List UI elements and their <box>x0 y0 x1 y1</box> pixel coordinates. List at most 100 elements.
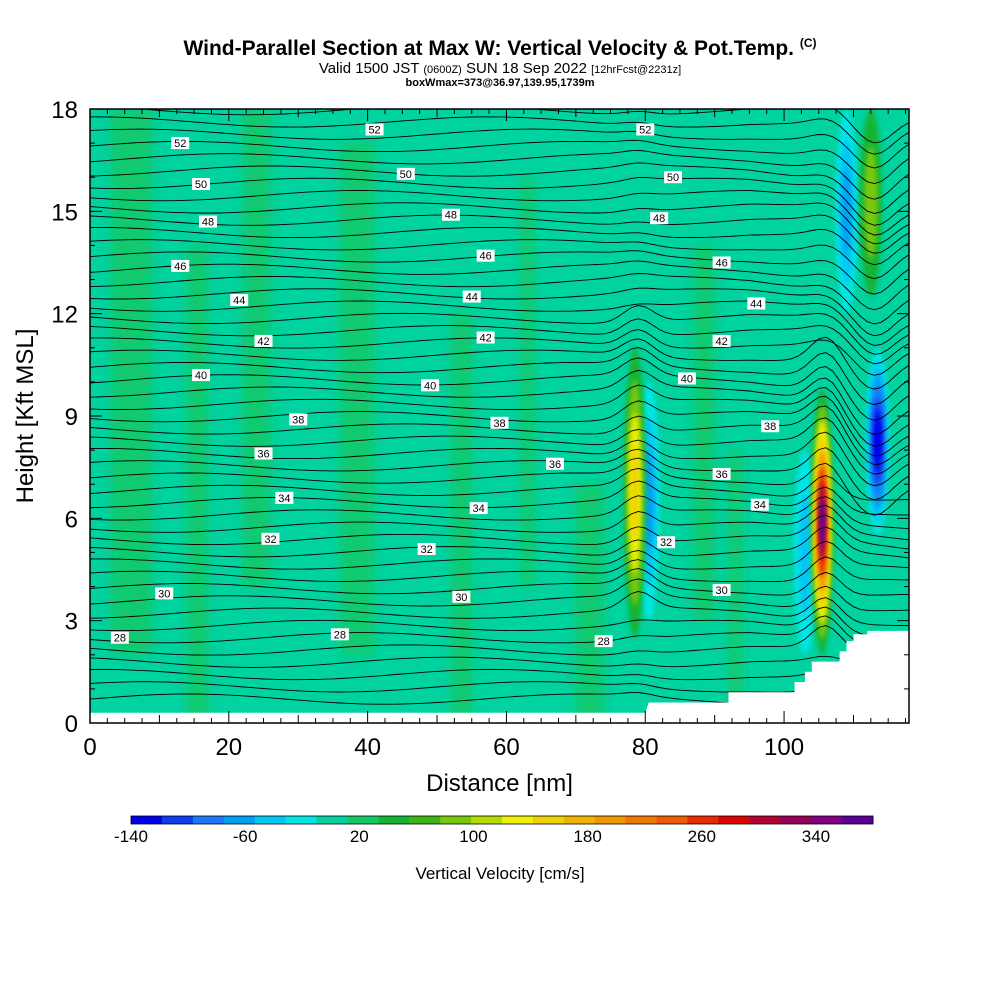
contour-label-bg <box>441 208 460 221</box>
contour-label: 28 <box>110 631 129 645</box>
colorbar-tick-label: -60 <box>232 827 258 846</box>
contour-label: 48 <box>650 212 669 225</box>
colorbar-tick-label: -140 <box>113 827 149 846</box>
contour-label: 30 <box>712 583 731 597</box>
field-background <box>90 109 909 723</box>
contour-label: 36 <box>254 447 273 461</box>
contour-label-bg <box>417 543 436 556</box>
field-weak-updraft <box>520 177 535 587</box>
colorbar-swatch <box>780 816 812 824</box>
contour-label-text: 32 <box>420 544 432 556</box>
contour-label: 52 <box>171 137 190 150</box>
x-tick-label: 80 <box>632 734 659 761</box>
contour-label-text: 36 <box>549 459 561 471</box>
theta-contour-line <box>90 239 909 280</box>
colorbar <box>130 815 874 825</box>
contour-label-text: 36 <box>715 469 727 481</box>
subtitle-forecast: [12hrFcst@2231z] <box>591 64 682 76</box>
colorbar-swatch <box>161 816 194 824</box>
contour-label-bg <box>657 536 676 549</box>
contour-label-text: 30 <box>158 588 170 600</box>
contour-label-bg <box>469 502 488 515</box>
colorbar-title: Vertical Velocity [cm/s] <box>415 864 585 883</box>
colorbar-swatch <box>656 816 688 824</box>
theta-contour-line <box>90 273 909 325</box>
theta-contour-line <box>90 591 909 626</box>
colorbar-swatch <box>285 816 317 824</box>
contour-label: 38 <box>761 420 780 433</box>
contour-label-bg <box>198 215 217 228</box>
title-main: Wind-Parallel Section at Max W: Vertical… <box>183 37 794 60</box>
contour-label: 50 <box>664 171 683 184</box>
theta-contour-line <box>90 116 909 155</box>
contour-label-text: 38 <box>764 421 776 433</box>
contour-label-text: 30 <box>455 592 467 604</box>
colorbar-frame <box>130 815 874 825</box>
contour-label-text: 50 <box>195 179 207 191</box>
theta-contour-line <box>90 431 909 487</box>
field-weak-updraft <box>575 484 604 723</box>
contour-label-text: 34 <box>278 493 290 505</box>
field-weak-updraft <box>728 450 743 723</box>
updraft-core <box>864 146 878 260</box>
colorbar-swatch <box>254 816 286 824</box>
theta-contour-line <box>90 655 909 669</box>
contour-label-text: 30 <box>715 585 727 597</box>
contour-label-text: 42 <box>479 333 491 345</box>
contour-label: 38 <box>490 416 509 430</box>
theta-contour-line <box>90 329 909 376</box>
contour-label-bg <box>192 369 211 382</box>
contour-label-text: 44 <box>233 295 245 307</box>
colorbar-swatch <box>502 816 534 824</box>
theta-contour-line <box>90 568 909 596</box>
contour-label-bg <box>254 334 273 347</box>
contour-label-bg <box>546 457 565 470</box>
colorbar-swatch <box>378 816 410 824</box>
contour-label-text: 34 <box>754 500 766 512</box>
chart-subtitle-box: boxWmax=373@36.97,139.95,1739m <box>405 77 595 89</box>
contour-label-bg <box>192 178 211 191</box>
contour-label-bg <box>396 167 415 180</box>
colorbar-swatch <box>223 816 256 824</box>
theta-contour-line <box>90 177 909 226</box>
contour-label-bg <box>462 290 481 303</box>
contour-label-bg <box>750 498 769 511</box>
contour-label-text: 48 <box>202 217 214 229</box>
theta-contour-line <box>90 417 909 475</box>
y-tick-label: 15 <box>51 199 78 226</box>
field-weak-updraft <box>693 245 715 621</box>
contour-label: 44 <box>747 297 766 310</box>
chart-subtitle: Valid 1500 JST (0600Z) SUN 18 Sep 2022 [… <box>0 60 1000 77</box>
contour-label-text: 52 <box>174 138 186 150</box>
contour-label-bg <box>155 587 174 600</box>
colorbar-swatch <box>594 816 627 824</box>
theta-contour-line <box>90 480 909 516</box>
contour-label: 46 <box>476 249 495 263</box>
theta-contour-line <box>90 606 909 640</box>
theta-contour-line <box>90 139 909 184</box>
theta-contour-line <box>90 128 909 169</box>
contour-label-bg <box>650 212 669 225</box>
contour-label-text: 38 <box>493 418 505 430</box>
contour-label: 38 <box>289 413 308 426</box>
colorbar-tick-label: 340 <box>801 827 831 846</box>
theta-contour-line <box>90 300 909 346</box>
contour-label-text: 40 <box>424 380 436 392</box>
contour-label-bg <box>677 372 696 385</box>
contour-label: 42 <box>476 331 495 345</box>
contour-label: 46 <box>712 256 731 270</box>
contour-label-text: 28 <box>114 633 126 645</box>
colorbar-tick-label: 180 <box>573 827 602 846</box>
terrain-mask <box>90 630 909 723</box>
theta-contour-line <box>90 162 909 214</box>
contour-label-bg <box>712 583 731 596</box>
contour-label-bg <box>712 467 731 480</box>
field-weak-updraft <box>110 109 153 655</box>
colorbar-tick-label: 100 <box>459 827 488 846</box>
contour-label: 36 <box>546 457 565 471</box>
contour-label: 34 <box>469 502 488 515</box>
theta-contour-line <box>90 305 909 355</box>
colorbar-swatch <box>532 816 565 824</box>
theta-contour-line <box>90 202 909 245</box>
